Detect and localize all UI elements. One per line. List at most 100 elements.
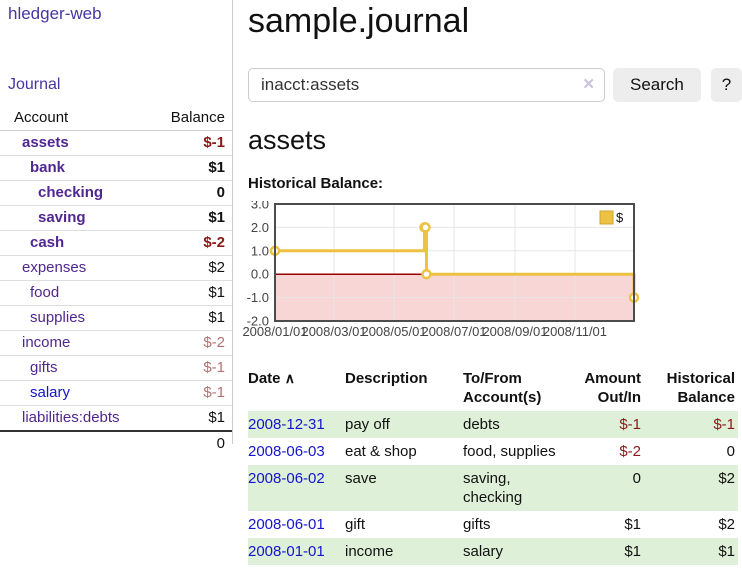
app-title-link[interactable]: hledger-web bbox=[8, 4, 102, 23]
account-row: salary $-1 bbox=[0, 380, 232, 406]
account-balance: $-1 bbox=[153, 380, 232, 406]
account-link-assets[interactable]: assets bbox=[22, 134, 69, 151]
account-row: checking 0 bbox=[0, 180, 232, 206]
txn-description: pay off bbox=[345, 416, 390, 433]
txn-amount: $-2 bbox=[619, 443, 641, 460]
svg-text:2008/07/01: 2008/07/01 bbox=[421, 324, 486, 339]
txn-amount: $1 bbox=[624, 543, 641, 560]
account-link-liabilities-debts[interactable]: liabilities:debts bbox=[22, 409, 120, 426]
svg-text:3.0: 3.0 bbox=[251, 201, 269, 212]
transaction-row: 2008-06-03 eat & shop food, supplies $-2 0 bbox=[248, 438, 738, 465]
account-balance: $1 bbox=[153, 205, 232, 231]
txn-accounts: debts bbox=[463, 416, 500, 433]
page-title: sample.journal bbox=[248, 2, 470, 40]
account-row: saving $1 bbox=[0, 205, 232, 231]
svg-text:$: $ bbox=[616, 210, 624, 225]
clear-search-icon[interactable]: ✕ bbox=[582, 76, 595, 93]
transaction-row: 2008-06-02 save saving, checking 0 $2 bbox=[248, 465, 738, 511]
txn-balance: 0 bbox=[726, 443, 735, 460]
account-link-cash[interactable]: cash bbox=[30, 234, 65, 251]
transaction-row: 2008-01-01 income salary $1 $1 bbox=[248, 538, 738, 565]
search-button[interactable]: Search bbox=[613, 68, 701, 102]
account-link-gifts[interactable]: gifts bbox=[30, 359, 58, 376]
accounts-total-value: 0 bbox=[153, 430, 232, 456]
account-link-expenses[interactable]: expenses bbox=[22, 259, 87, 276]
account-row: cash $-2 bbox=[0, 230, 232, 256]
txn-balance: $2 bbox=[718, 516, 735, 533]
transaction-row: 2008-12-31 pay off debts $-1 $-1 bbox=[248, 411, 738, 438]
txn-header-description: Description bbox=[345, 370, 428, 387]
svg-text:2008/03/01: 2008/03/01 bbox=[301, 324, 366, 339]
accounts-table-body: assets $-1 bank $1 checking 0 saving $1 cash $-2 e… bbox=[0, 131, 232, 456]
account-row: income $-2 bbox=[0, 330, 232, 356]
search-input[interactable] bbox=[248, 68, 605, 102]
transaction-row: 2008-06-01 gift gifts $1 $2 bbox=[248, 511, 738, 538]
search-form: ✕ Search ? bbox=[248, 68, 742, 102]
account-link-income[interactable]: income bbox=[22, 334, 71, 351]
svg-text:2008/09/01: 2008/09/01 bbox=[482, 324, 547, 339]
txn-accounts: saving, checking bbox=[463, 470, 523, 506]
account-balance: $2 bbox=[153, 255, 232, 281]
txn-accounts: salary bbox=[463, 543, 504, 560]
txn-header-date[interactable]: Date ∧ bbox=[248, 370, 295, 387]
accounts-header-balance: Balance bbox=[153, 106, 232, 131]
txn-amount: $-1 bbox=[619, 416, 641, 433]
svg-text:-1.0: -1.0 bbox=[247, 290, 269, 305]
historical-balance-label: Historical Balance: bbox=[248, 175, 384, 192]
txn-description: gift bbox=[345, 516, 366, 533]
account-balance: $1 bbox=[153, 305, 232, 331]
transactions-table: Date ∧ Description To/From Account(s) Am… bbox=[248, 365, 738, 565]
account-balance: $1 bbox=[153, 405, 232, 431]
account-link-checking[interactable]: checking bbox=[38, 184, 104, 201]
account-balance: $-1 bbox=[203, 134, 225, 151]
txn-date-link[interactable]: 2008-06-02 bbox=[248, 470, 325, 487]
svg-text:-2.0: -2.0 bbox=[247, 314, 269, 329]
svg-text:2008/05/01: 2008/05/01 bbox=[361, 324, 426, 339]
txn-header-amount: Amount Out/In bbox=[584, 370, 641, 406]
account-balance: 0 bbox=[153, 180, 232, 206]
txn-date-link[interactable]: 2008-06-03 bbox=[248, 443, 325, 460]
main-content: sample.journal ✕ Search ? assets Histori… bbox=[242, 0, 742, 565]
accounts-header-account: Account bbox=[0, 106, 154, 131]
account-row: expenses $2 bbox=[0, 255, 232, 281]
account-row: gifts $-1 bbox=[0, 355, 232, 381]
sidebar-item-journal[interactable]: Journal bbox=[8, 76, 61, 93]
txn-balance: $1 bbox=[718, 543, 735, 560]
txn-date-link[interactable]: 2008-06-01 bbox=[248, 516, 325, 533]
svg-text:2008/01/01: 2008/01/01 bbox=[242, 324, 307, 339]
txn-date-link[interactable]: 2008-12-31 bbox=[248, 416, 325, 433]
txn-balance: $-1 bbox=[713, 416, 735, 433]
sidebar: hledger-web Journal Account Balance asse… bbox=[0, 0, 233, 456]
chart-svg: $3.0 2.0 1.0 0.0 -1.0 -2.02008/01/012008/03/0… bbox=[242, 197, 640, 339]
account-link-supplies[interactable]: supplies bbox=[30, 309, 86, 326]
account-link-bank[interactable]: bank bbox=[30, 159, 66, 176]
transactions-table-body: 2008-12-31 pay off debts $-1 $-1 2008-06-03 ea… bbox=[248, 411, 738, 565]
account-balance: $-1 bbox=[153, 355, 232, 381]
account-heading: assets bbox=[248, 125, 327, 155]
account-link-saving[interactable]: saving bbox=[38, 209, 86, 226]
accounts-table: Account Balance assets $-1 bank $1 checking 0… bbox=[0, 106, 232, 456]
account-balance: $-2 bbox=[153, 330, 232, 356]
txn-accounts: gifts bbox=[463, 516, 491, 533]
txn-amount: 0 bbox=[632, 470, 641, 487]
help-button[interactable]: ? bbox=[710, 68, 742, 102]
account-row: supplies $1 bbox=[0, 305, 232, 331]
svg-text:2008/11/01: 2008/11/01 bbox=[543, 324, 607, 339]
account-row: liabilities:debts $1 bbox=[0, 405, 232, 431]
txn-description: income bbox=[345, 543, 394, 560]
account-balance: $-2 bbox=[153, 230, 232, 256]
account-row: food $1 bbox=[0, 280, 232, 306]
account-link-food[interactable]: food bbox=[30, 284, 60, 301]
txn-header-balance: Historical Balance bbox=[666, 370, 735, 406]
txn-header-accounts: To/From Account(s) bbox=[463, 370, 542, 406]
txn-amount: $1 bbox=[624, 516, 641, 533]
account-balance: $1 bbox=[153, 280, 232, 306]
txn-date-link[interactable]: 2008-01-01 bbox=[248, 543, 325, 560]
txn-balance: $2 bbox=[718, 470, 735, 487]
account-row: assets $-1 bbox=[0, 131, 232, 156]
account-link-salary[interactable]: salary bbox=[30, 384, 71, 401]
txn-description: save bbox=[345, 470, 377, 487]
sort-asc-icon: ∧ bbox=[284, 370, 295, 386]
historical-balance-chart: $3.0 2.0 1.0 0.0 -1.0 -2.0 2008/01/01 2008/03/0… bbox=[242, 197, 742, 346]
account-row: bank $1 bbox=[0, 155, 232, 181]
